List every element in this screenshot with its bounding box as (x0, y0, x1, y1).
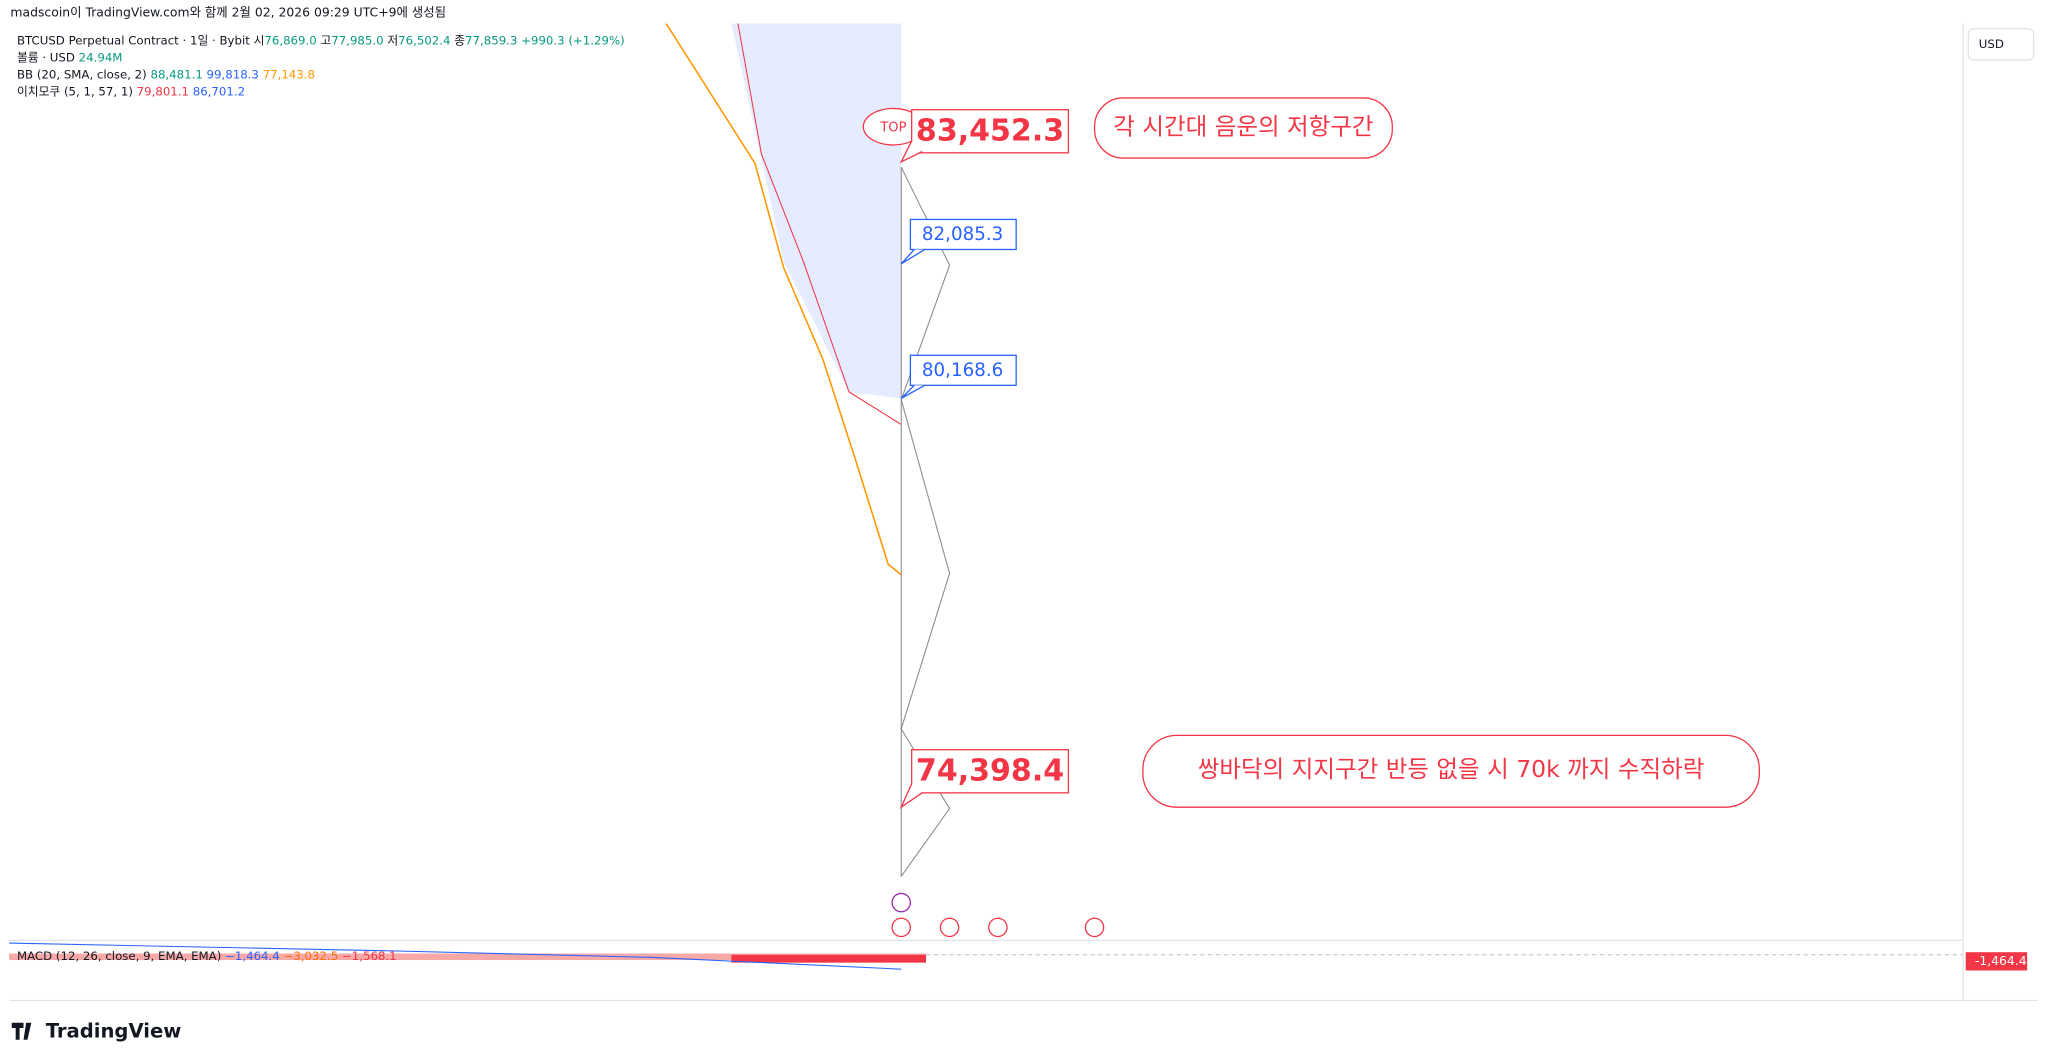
annotations: TOP 83,452.3 82,085.3 80,168.6 74,398.4 … (862, 97, 1760, 810)
callout-text: 82,085.3 (922, 224, 1003, 245)
note-box (1093, 97, 1393, 159)
event-icons (891, 892, 1105, 938)
event-icon[interactable] (891, 917, 912, 938)
value: 77,859.3 (465, 33, 517, 47)
label: BB (20, SMA, close, 2) (17, 67, 147, 81)
top-label: TOP (879, 121, 906, 136)
legend-row: 볼륨 · USD 24.94M (17, 50, 122, 64)
value: +990.3 (+1.29%) (521, 33, 625, 47)
macd-histogram (9, 953, 927, 961)
ichimoku-line (737, 23, 902, 425)
callout-text: 74,398.4 (916, 753, 1064, 788)
legend-row: 이치모쿠 (5, 1, 57, 1) 79,801.1 86,701.2 (17, 84, 245, 98)
macd-value: −3,032.5 (284, 949, 339, 963)
projection-zigzag (900, 166, 951, 877)
callout (909, 354, 1017, 386)
macd-value: −1,568.1 (342, 949, 397, 963)
legend-row: BTCUSD Perpetual Contract · 1일 · Bybit 시… (17, 33, 625, 47)
value: 77,143.8 (263, 67, 315, 81)
value: 24.94M (79, 50, 123, 64)
currency[interactable]: USD (1979, 37, 2004, 51)
macd-label: MACD (12, 26, close, 9, EMA, EMA) (17, 949, 221, 963)
macd-value: −1,464.4 (225, 949, 280, 963)
value: 86,701.2 (193, 84, 245, 98)
note-text: 쌍바닥의 지지구간 반등 없을 시 70k 까지 수직하락 (1198, 755, 1705, 783)
event-icon[interactable] (891, 892, 912, 913)
label: 종 (454, 33, 465, 47)
logo-text: TradingView (46, 1019, 182, 1042)
callout-text: 80,168.6 (922, 360, 1003, 381)
callout-text: 83,452.3 (916, 113, 1064, 148)
event-icon[interactable] (1084, 917, 1105, 938)
legend-row: BB (20, SMA, close, 2) 88,481.1 99,818.3… (17, 67, 315, 81)
caption: madscoin이 TradingView.com와 함께 2월 02, 202… (10, 5, 446, 20)
macd-line (9, 942, 902, 970)
callout (909, 218, 1017, 251)
currency-button[interactable] (1967, 28, 2035, 61)
event-icon[interactable] (939, 917, 960, 938)
label: 고 (320, 33, 331, 47)
callout (911, 109, 1070, 154)
callout (911, 749, 1070, 794)
macd-histogram (731, 954, 927, 963)
value: 79,801.1 (137, 84, 189, 98)
macd-legend: MACD (12, 26, close, 9, EMA, EMA) −1,464… (17, 949, 397, 963)
legend: BTCUSD Perpetual Contract · 1일 · Bybit 시… (17, 33, 625, 98)
plot-area (665, 23, 951, 877)
cloud-area (722, 23, 902, 399)
value: 88,481.1 (150, 67, 202, 81)
label: 시 (254, 33, 265, 47)
event-icon[interactable] (988, 917, 1008, 938)
label: 볼륨 · USD (17, 50, 75, 64)
macd-tag (1965, 952, 2028, 971)
symbol: BTCUSD Perpetual Contract · 1일 · Bybit (17, 33, 250, 47)
label: 이치모쿠 (5, 1, 57, 1) (17, 84, 133, 98)
note-box (1142, 734, 1760, 808)
value: 99,818.3 (207, 67, 259, 81)
callout-pointer (899, 783, 923, 810)
label: 저 (387, 33, 398, 47)
value: 76,502.4 (398, 33, 450, 47)
note-text: 각 시간대 음운의 저항구간 (1113, 113, 1373, 141)
callout-pointer (900, 248, 926, 265)
logo-mark (11, 1022, 32, 1040)
callout-pointer (900, 384, 926, 399)
macd-tag-label: -1,464.4 (1975, 953, 2027, 968)
value: 76,869.0 (264, 33, 316, 47)
callout-pointer (899, 140, 923, 164)
value: 77,985.0 (331, 33, 383, 47)
bb-line (665, 23, 902, 576)
